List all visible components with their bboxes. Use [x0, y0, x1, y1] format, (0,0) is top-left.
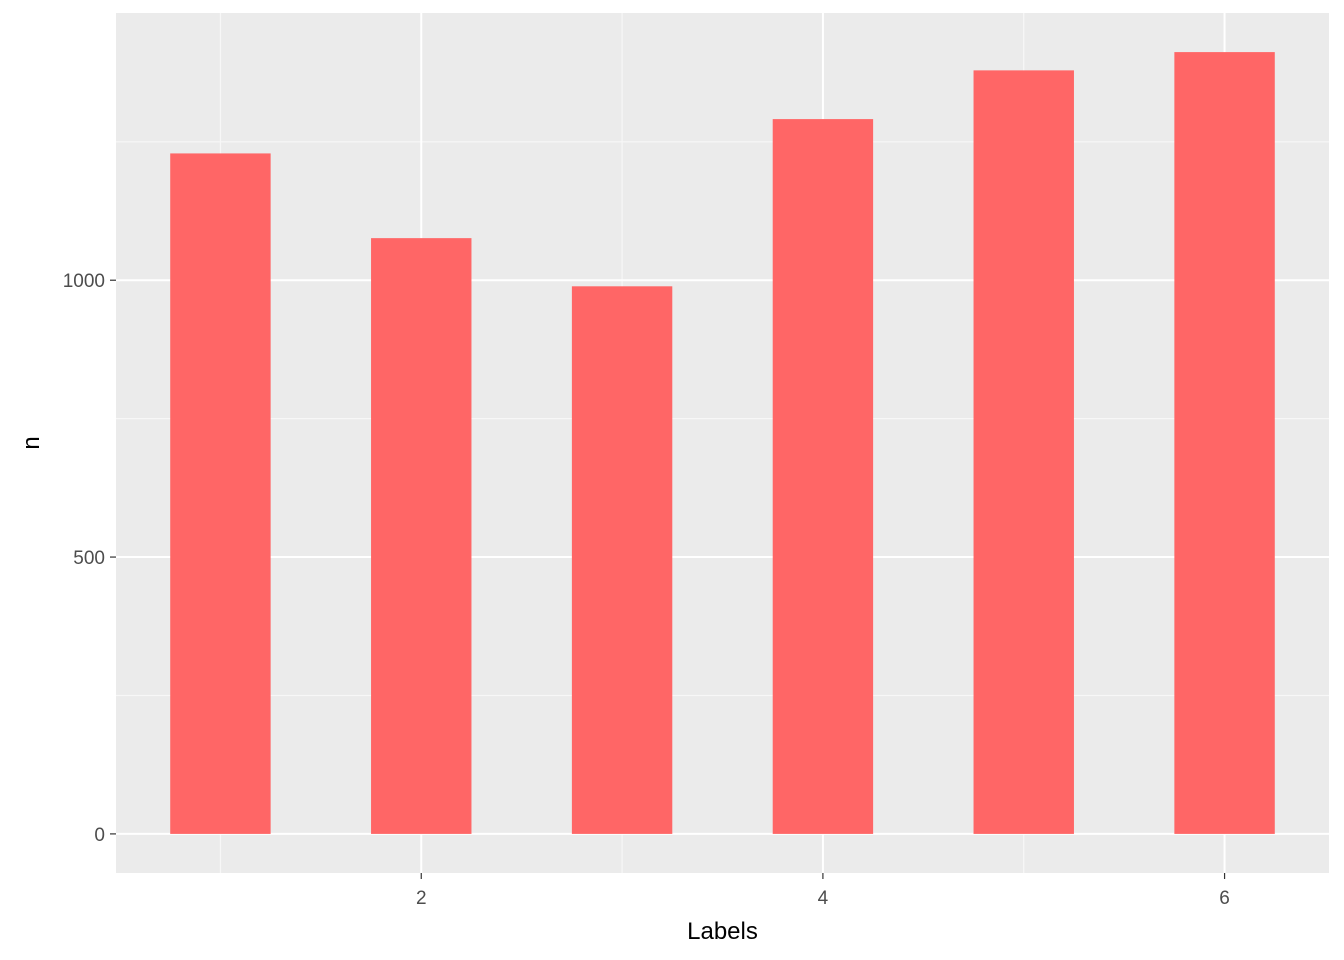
y-tick-label: 0 [94, 825, 105, 846]
bar [371, 238, 472, 834]
x-axis-title: Labels [687, 918, 758, 945]
y-axis: 0 500 1000 [63, 271, 116, 846]
y-tick-label: 500 [73, 548, 105, 569]
y-axis-title: n [18, 436, 45, 449]
x-tick-label: 2 [416, 888, 427, 909]
x-axis: 2 4 6 [416, 873, 1230, 909]
plot-panel [116, 13, 1329, 873]
bars [170, 52, 1275, 834]
bar [772, 119, 874, 834]
x-tick-label: 4 [818, 888, 829, 909]
x-tick-label: 6 [1219, 888, 1230, 909]
bar [170, 153, 271, 834]
y-tick-label: 1000 [63, 271, 105, 292]
bar [973, 70, 1074, 834]
bar [571, 286, 673, 834]
bar [1174, 52, 1275, 834]
